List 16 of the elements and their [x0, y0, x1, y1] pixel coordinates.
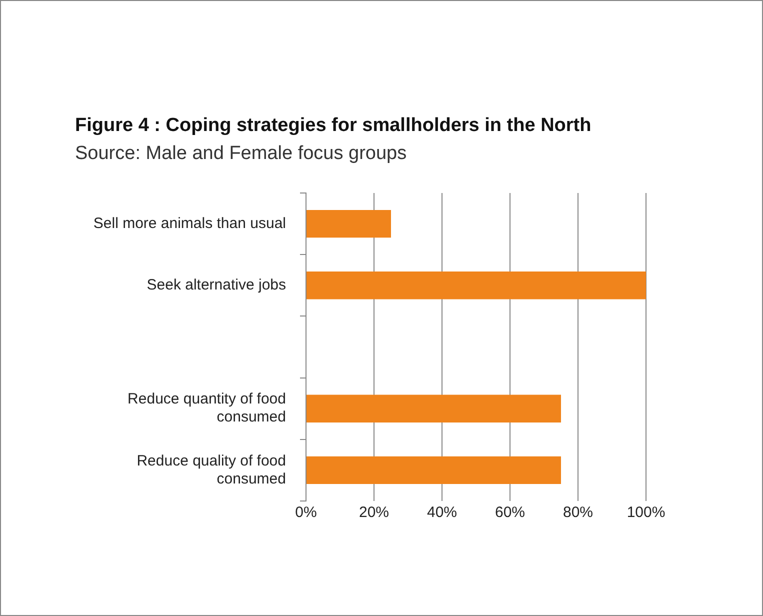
x-tick-label: 0% [295, 504, 317, 522]
x-tick-label: 20% [358, 504, 390, 522]
bar [306, 456, 561, 484]
x-tick-label: 60% [494, 504, 526, 522]
y-tick-label: Reduce quantity of food consumed [128, 390, 286, 426]
x-tick-label: 100% [626, 504, 666, 522]
bar [306, 210, 391, 238]
bar [306, 272, 646, 300]
chart-title: Figure 4 : Coping strategies for smallholders in the North [75, 115, 592, 137]
chart-subtitle: Source: Male and Female focus groups [75, 143, 407, 165]
y-tick-label: Sell more animals than usual [93, 214, 286, 232]
x-tick-label: 40% [426, 504, 458, 522]
y-tick-label: Reduce quality of food consumed [136, 452, 286, 488]
bar [306, 394, 561, 422]
y-tick-label: Seek alternative jobs [146, 276, 286, 294]
x-tick-label: 80% [562, 504, 594, 522]
